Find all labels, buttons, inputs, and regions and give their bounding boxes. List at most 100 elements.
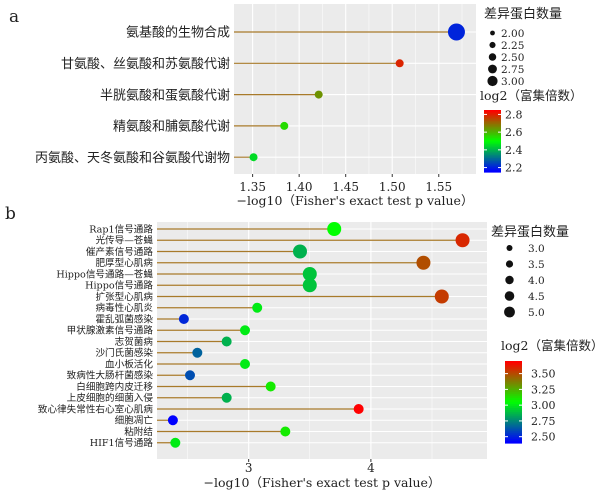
lollipop-dot [293,244,307,259]
size-legend-dot [504,306,515,318]
color-legend-strip [505,363,522,366]
lollipop-dot [252,302,263,313]
size-legend-label: 4.5 [528,291,545,303]
category-label: 半胱氨酸和蛋氨酸代谢 [100,87,230,103]
color-legend-strip [484,141,501,144]
category-label: 扩张型心肌病 [95,291,153,303]
color-legend-strip [484,142,501,145]
lollipop-dot [170,437,181,448]
category-label: 催产素信号通路 [86,246,154,258]
color-legend-strip [505,383,522,387]
color-legend-strip [505,381,522,385]
color-legend-strip [505,430,522,434]
size-legend-dot [505,260,514,268]
lollipop-dot [447,23,465,41]
color-legend-strip [505,389,522,393]
panel-a: a 氨基酸的生物合成甘氨酸、丝氨酸和苏氨酸代谢半胱氨酸和蛋氨酸代谢精氨酸和脯氨酸代… [9,4,582,208]
color-legend-strip [505,426,522,430]
color-legend-strip [505,397,522,401]
lollipop-dot [314,90,323,99]
lollipop-dot [185,370,195,381]
color-legend-strip [484,154,501,158]
color-legend-strip [505,436,522,440]
color-legend-strip [484,133,501,136]
color-legend-strip [484,153,501,156]
color-legend-title: log2（富集倍数） [480,88,582,103]
color-legend-label: 3.50 [531,368,556,381]
color-legend-label: 2.2 [505,162,523,175]
size-legend-dot [489,41,496,49]
lollipop-dot [302,278,317,293]
color-legend-label: 2.6 [505,126,523,139]
x-tick-label: 4 [367,461,375,475]
color-legend-strip [484,158,501,161]
color-legend-strip [484,130,501,133]
x-tick-label: 1.55 [425,180,452,194]
color-legend-strip [484,161,501,164]
size-legend-title: 差异蛋白数量 [491,224,569,240]
panel-b: b Rap1信号通路光传导—苍蝇催产素信号通路肥厚型心肌病Hippo信号通路—苍蝇… [5,204,602,490]
color-legend-strip [484,131,501,134]
color-legend-strip [505,424,522,428]
color-legend-strip [484,116,501,119]
category-label: 病毒性心肌炎 [95,302,153,314]
color-legend-label: 3.25 [531,383,556,396]
color-legend-strip [505,365,522,368]
category-label: 致心律失常性右心室心肌病 [38,403,154,415]
color-legend-strip [505,371,522,374]
lollipop-dot [455,233,470,248]
color-legend-strip [505,420,522,424]
color-legend-label: 2.8 [505,108,523,121]
category-label: 精氨酸和脯氨酸代谢 [113,119,230,135]
size-legend-label: 3.0 [528,243,545,255]
category-label: 白细胞跨内皮迁移 [76,381,153,393]
color-legend-strip [505,387,522,391]
color-legend-strip [484,110,501,113]
category-label: 血小板活化 [105,358,153,370]
color-legend-strip [505,375,522,378]
color-legend-strip [505,438,522,442]
category-label: 氨基酸的生物合成 [126,25,230,41]
category-label: 甲状腺激素信号通路 [67,325,154,337]
category-label: Rap1信号通路 [89,223,153,235]
color-legend-strip [505,432,522,436]
color-legend-strip [484,151,501,154]
color-legend-strip [505,367,522,370]
color-legend-strip [484,114,501,117]
lollipop-dot [178,314,189,324]
plot-background [234,4,476,174]
color-legend-strip [484,125,501,128]
lollipop-dot [221,336,232,347]
color-legend-strip [505,440,522,444]
color-legend-strip [505,404,522,407]
category-label: 丙氨酸、天冬氨酸和谷氨酸代谢物 [35,150,230,166]
color-legend-strip [484,150,501,153]
color-legend-strip [484,144,501,147]
color-legend-strip [505,373,522,376]
color-legend-strip [505,408,522,411]
lollipop-dot [280,426,291,437]
color-legend-strip [484,137,501,141]
lollipop-dot [240,325,250,336]
size-legend-dot [488,64,497,74]
color-legend-strip [505,379,522,383]
color-legend-strip [505,369,522,372]
color-legend-strip [484,127,501,130]
category-label: 沙门氏菌感染 [95,347,153,359]
category-label: 上皮细胞的细菌入侵 [67,392,154,404]
x-tick-label: 3 [245,461,253,475]
color-legend-title: log2（富集倍数） [501,338,602,353]
color-legend-strip [484,128,501,131]
color-legend-label: 2.50 [531,431,556,444]
size-legend-dot [505,275,514,285]
color-legend-label: 3.00 [531,399,556,412]
lollipop-dot [416,255,431,270]
size-legend-dot [490,30,495,36]
color-legend-strip [484,136,501,139]
color-legend-strip [505,428,522,432]
lollipop-dot [167,415,178,426]
color-legend-label: 2.4 [505,144,523,157]
category-label: Hippo信号通路 [85,280,153,292]
color-legend-strip [484,122,501,125]
